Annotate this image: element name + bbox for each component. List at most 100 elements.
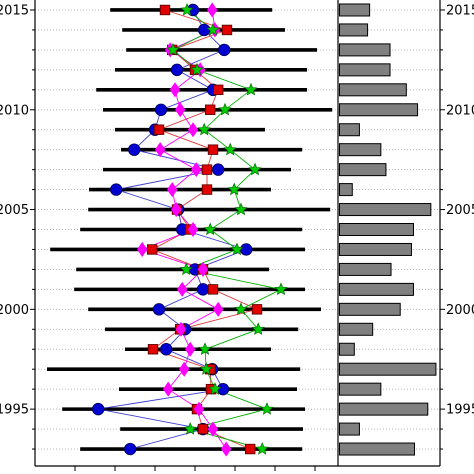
marker-diamond-1996 [163, 381, 174, 397]
marker-diamond-1997 [179, 361, 190, 377]
marker-circle-2007 [211, 163, 225, 176]
marker-star-2003 [230, 242, 244, 256]
marker-star-2006 [227, 182, 241, 196]
marker-star-1998 [198, 342, 212, 355]
y-tick-label-right-1995: 1995 [446, 403, 474, 418]
marker-star-2012 [190, 62, 204, 76]
y-tick-label-right-2005: 2005 [446, 203, 474, 218]
marker-circle-2010 [154, 103, 168, 116]
bar-2001 [339, 282, 414, 296]
series-markers [91, 2, 288, 457]
marker-diamond-2015 [207, 2, 218, 18]
marker-diamond-1994 [207, 421, 219, 437]
marker-star-2011 [244, 82, 258, 96]
marker-square-2007 [201, 164, 213, 175]
marker-diamond-1995 [193, 401, 205, 417]
marker-star-2008 [223, 142, 237, 156]
marker-diamond-2006 [167, 182, 178, 198]
bar-2003 [339, 242, 412, 256]
y-tick-label-left-2015: 2015 [0, 4, 29, 19]
marker-star-2002 [179, 262, 193, 276]
marker-circle-2000 [152, 303, 166, 316]
marker-circle-2003 [239, 243, 253, 256]
bar-2015 [339, 3, 371, 17]
marker-diamond-2011 [169, 82, 181, 98]
bar-2007 [339, 163, 387, 177]
y-tick-label-left-2005: 2005 [0, 203, 29, 218]
bar-2010 [339, 103, 419, 117]
bar-2004 [339, 223, 414, 237]
marker-star-1994 [183, 422, 197, 435]
marker-square-1998 [147, 344, 159, 355]
marker-star-1997 [199, 362, 213, 375]
marker-circle-2014 [197, 23, 211, 37]
marker-star-2007 [248, 162, 262, 176]
marker-circle-2012 [170, 63, 184, 77]
y-tick-label-right-2015: 2015 [446, 4, 474, 19]
bar-2008 [339, 143, 382, 157]
bar-1998 [339, 342, 355, 356]
bar-1995 [339, 402, 429, 416]
marker-diamond-2004 [187, 221, 199, 238]
marker-diamond-2001 [177, 281, 188, 297]
marker-square-2011 [212, 84, 224, 96]
marker-star-2004 [203, 222, 217, 236]
marker-diamond-2003 [137, 241, 148, 257]
marker-diamond-2005 [171, 202, 182, 218]
y-tick-label-left-2010: 2010 [0, 103, 29, 118]
bar-2012 [339, 63, 391, 77]
marker-square-2015 [159, 4, 171, 16]
marker-star-1999 [251, 322, 265, 335]
marker-star-1996 [208, 382, 222, 395]
marker-star-2015 [180, 3, 194, 16]
marker-circle-1993 [123, 442, 137, 456]
marker-square-2006 [201, 184, 213, 195]
marker-star-2009 [197, 122, 211, 136]
y-tick-label-right-2010: 2010 [446, 103, 474, 118]
marker-square-2000 [251, 304, 263, 315]
marker-diamond-2009 [187, 122, 199, 138]
marker-star-2010 [218, 102, 232, 116]
marker-star-2001 [274, 282, 288, 296]
bar-2002 [339, 262, 392, 276]
marker-diamond-2008 [155, 142, 166, 158]
marker-diamond-2002 [197, 261, 209, 277]
marker-diamond-2010 [175, 102, 186, 118]
marker-diamond-1993 [221, 441, 232, 457]
marker-circle-1995 [91, 402, 105, 416]
bar-2011 [339, 83, 407, 97]
bar-2013 [339, 43, 391, 57]
tick-labels: 1995 2000 2005 2010 2015 1995 2000 2005 2010 2015 [0, 4, 474, 418]
y-tick-label-left-2000: 2000 [0, 303, 29, 318]
bar-2009 [339, 123, 360, 137]
marker-square-2010 [204, 104, 216, 115]
bar-1996 [339, 382, 382, 396]
marker-diamond-2007 [191, 162, 202, 178]
marker-star-2005 [234, 202, 248, 216]
bar-1994 [339, 422, 360, 436]
axes [30, 0, 445, 471]
marker-star-2013 [166, 42, 180, 56]
marker-square-2008 [207, 144, 219, 155]
marker-square-2003 [146, 244, 158, 255]
marker-star-1995 [260, 402, 274, 415]
marker-circle-2006 [109, 183, 123, 196]
y-tick-label-left-1995: 1995 [0, 403, 29, 418]
marker-square-2009 [153, 124, 165, 135]
marker-square-1993 [244, 443, 256, 455]
marker-star-2014 [206, 22, 220, 36]
marker-circle-2008 [127, 143, 141, 156]
marker-diamond-1998 [185, 341, 196, 357]
marker-circle-2001 [196, 283, 210, 296]
bar-2000 [339, 302, 401, 316]
bar-2005 [339, 203, 432, 217]
marker-star-2000 [234, 302, 248, 316]
bar-1999 [339, 322, 374, 336]
marker-square-2001 [207, 284, 219, 295]
marker-star-1993 [255, 441, 269, 455]
marker-circle-1998 [159, 343, 173, 356]
bar-2014 [339, 23, 369, 37]
bar-2006 [339, 183, 353, 197]
bar-1997 [339, 362, 437, 376]
bar-1993 [339, 442, 415, 456]
